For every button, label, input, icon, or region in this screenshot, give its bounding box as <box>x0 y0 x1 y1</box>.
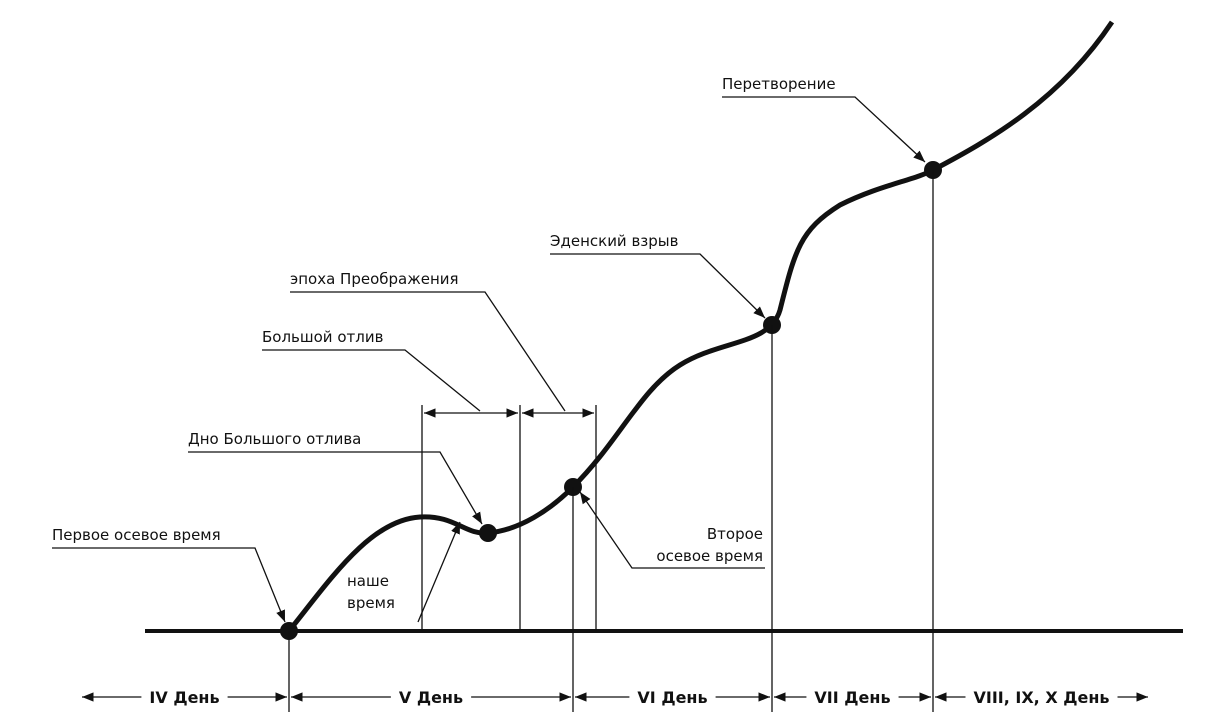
point <box>479 524 497 542</box>
day-label: VII День <box>814 688 890 707</box>
label: наше <box>347 572 389 590</box>
evolution-curve <box>287 20 1115 633</box>
label: время <box>347 594 395 612</box>
day-label: V День <box>399 688 463 707</box>
day-label: VIII, IX, X День <box>973 688 1109 707</box>
day-scale: IV День V День VI День VII День VIII, IX, X … <box>82 688 1148 707</box>
day-label: IV День <box>149 688 219 707</box>
vertical-lines <box>288 170 934 712</box>
label: Эденский взрыв <box>550 232 678 250</box>
label: Большой отлив <box>262 328 383 346</box>
label: Первое осевое время <box>52 526 221 544</box>
day-label: VI День <box>637 688 707 707</box>
label: эпоха Преображения <box>290 270 459 288</box>
label: осевое время <box>656 547 763 565</box>
leaders <box>52 96 926 623</box>
label: Дно Большого отлива <box>188 430 361 448</box>
label: Перетворение <box>722 75 836 93</box>
label: Второе <box>707 525 763 543</box>
